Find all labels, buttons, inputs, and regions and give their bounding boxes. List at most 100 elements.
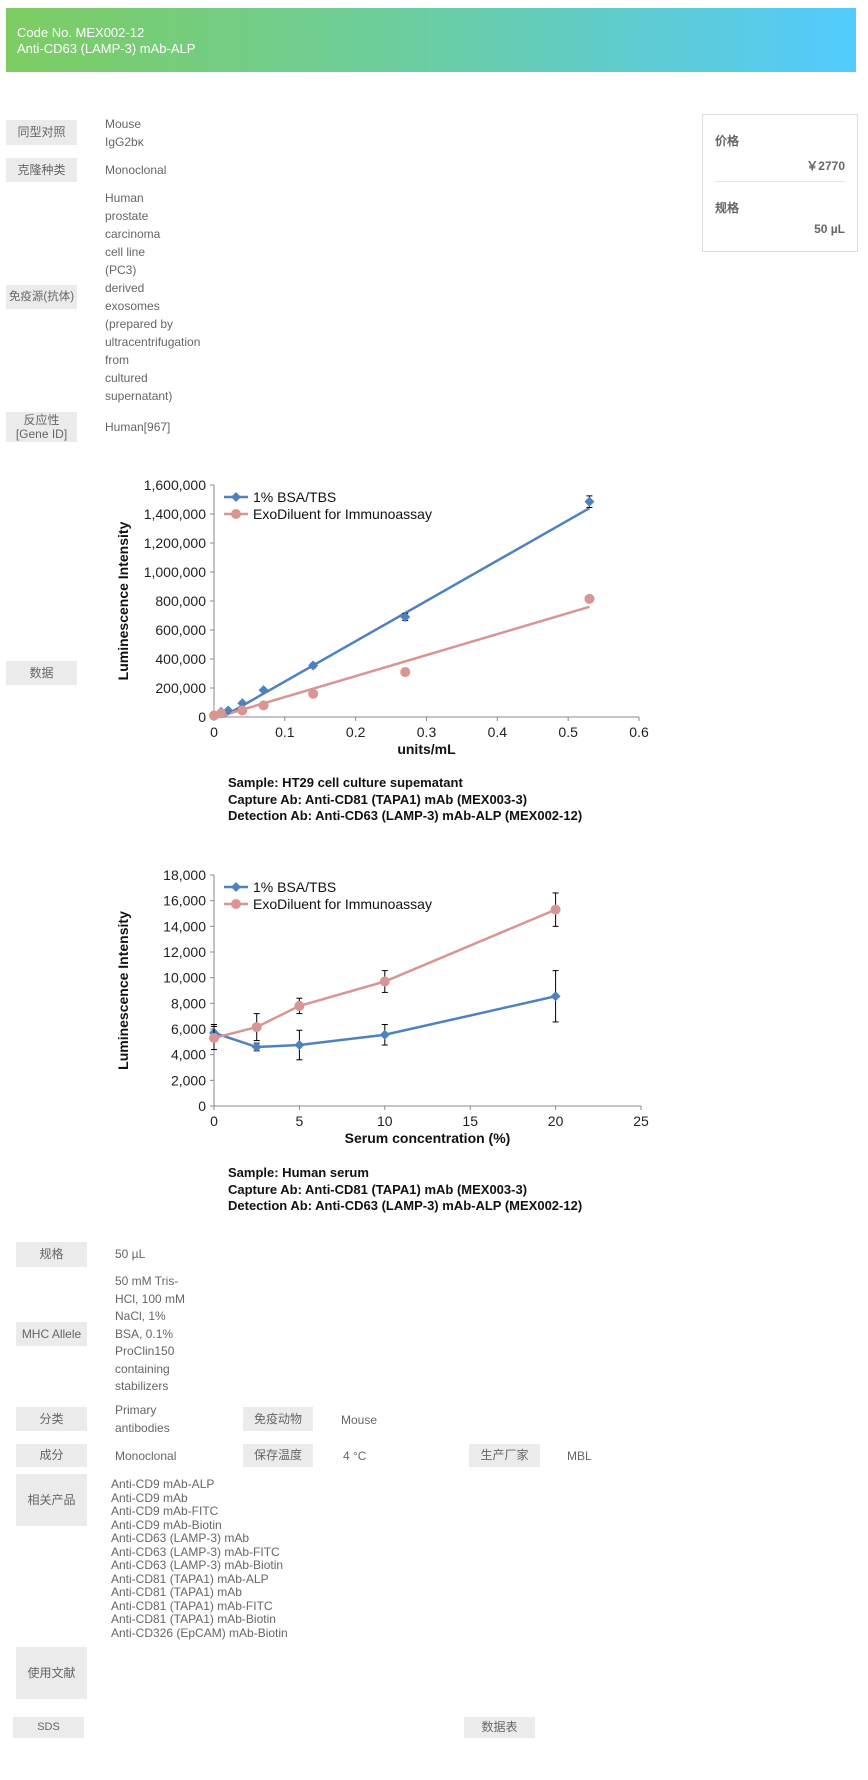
reactivity-label: 反应性 [Gene ID] — [6, 412, 77, 442]
data-point-circle — [231, 899, 241, 909]
x-tick-label: 0.6 — [629, 724, 649, 740]
product-header: Code No. MEX002-12 Anti-CD63 (LAMP-3) mA… — [6, 8, 856, 72]
related-product-link[interactable]: Anti-CD9 mAb-ALP — [111, 1477, 215, 1491]
immunogen-line: prostate — [105, 209, 149, 223]
related-product-link[interactable]: Anti-CD81 (TAPA1) mAb — [111, 1585, 242, 1599]
trendline — [217, 605, 590, 719]
host-label: 免疫动物 — [243, 1407, 313, 1431]
immunogen-line: Human — [105, 191, 144, 205]
x-tick-label: 0.4 — [488, 724, 508, 740]
y-tick-label: 12,000 — [163, 944, 206, 960]
y-axis-title: Luminescence Intensity — [115, 911, 131, 1070]
related-product-link[interactable]: Anti-CD9 mAb-FITC — [111, 1504, 219, 1518]
reactivity-label-line: [Gene ID] — [15, 427, 68, 441]
y-tick-label: 400,000 — [155, 651, 206, 667]
category-value: Primary antibodies — [115, 1402, 170, 1437]
chart-ht29-supernatant: 0 200,000 400,000 600,000 800,000 1,000,000 1,… — [115, 477, 649, 757]
sds-button[interactable]: SDS — [13, 1717, 84, 1738]
legend-label: 1% BSA/TBS — [253, 879, 336, 895]
datasheet-button[interactable]: 数据表 — [464, 1717, 535, 1738]
data-point-diamond — [237, 698, 248, 709]
y-tick-label: 14,000 — [163, 918, 206, 934]
immunogen-line: cultured — [105, 371, 148, 385]
category-line: Primary — [115, 1403, 157, 1417]
component-value: Monoclonal — [115, 1449, 177, 1463]
mhc-allele-line: containing — [115, 1361, 170, 1376]
immunogen-line: (PC3) — [105, 263, 137, 277]
data-point-circle — [400, 667, 411, 678]
immunogen-line: carcinoma — [105, 227, 161, 241]
component-label: 成分 — [16, 1444, 87, 1467]
related-product-link[interactable]: Anti-CD63 (LAMP-3) mAb-FITC — [111, 1544, 280, 1559]
caption-line: Sample: HT29 cell culture supematant — [228, 775, 463, 790]
data-point-diamond — [584, 496, 595, 507]
y-tick-label: 16,000 — [163, 893, 206, 909]
x-tick-label: 0.2 — [346, 724, 366, 740]
x-tick-label: 0.5 — [558, 724, 578, 740]
related-product-link[interactable]: Anti-CD9 mAb-Biotin — [111, 1517, 222, 1532]
y-tick-label: 6,000 — [171, 1021, 206, 1037]
immunogen-line: exosomes — [105, 299, 160, 313]
caption-line: Sample: Human serum — [228, 1165, 369, 1180]
y-tick-label: 1,600,000 — [144, 477, 206, 493]
data-point-diamond — [379, 1029, 390, 1040]
data-point-diamond — [550, 991, 561, 1002]
manufacturer-value: MBL — [567, 1449, 592, 1463]
related-products-label: 相关产品 — [16, 1474, 87, 1526]
related-product-link[interactable]: Anti-CD63 (LAMP-3) mAb-Biotin — [111, 1558, 284, 1572]
y-tick-label: 600,000 — [155, 622, 206, 638]
immunogen-line: ultracentrifugation — [105, 335, 201, 349]
related-product-link[interactable]: Anti-CD81 (TAPA1) mAb-FITC — [111, 1598, 273, 1613]
storage-label: 保存温度 — [243, 1444, 313, 1467]
data-point-circle — [584, 593, 595, 604]
caption-line: Capture Ab: Anti-CD81 (TAPA1) mAb (MEX00… — [228, 1181, 528, 1197]
reactivity-label-line: 反应性 — [23, 413, 60, 427]
immunogen-line: from — [105, 353, 129, 367]
immunogen-value: Human prostate carcinoma cell line (PC3) deri… — [105, 189, 200, 405]
x-tick-label: 0.1 — [275, 724, 295, 740]
caption-line: Capture Ab: Anti-CD81 (TAPA1) mAb (MEX00… — [228, 791, 528, 807]
y-tick-label: 10,000 — [163, 970, 206, 986]
data-point-circle — [231, 509, 241, 519]
data-point-circle — [550, 904, 561, 915]
related-product-link[interactable]: Anti-CD81 (TAPA1) mAb-ALP — [111, 1571, 269, 1586]
data-point-diamond — [294, 1040, 305, 1051]
size-spec-label: 规格 — [16, 1242, 87, 1267]
related-product-link[interactable]: Anti-CD63 (LAMP-3) mAb — [111, 1531, 250, 1545]
mhc-allele-line: stabilizers — [115, 1379, 169, 1393]
related-product-link[interactable]: Anti-CD326 (EpCAM) mAb-Biotin — [111, 1625, 288, 1640]
related-products-list: Anti-CD9 mAb-ALP Anti-CD9 mAb Anti-CD9 mAb… — [111, 1477, 288, 1640]
data-point-diamond — [251, 1041, 262, 1052]
data-point-circle — [216, 708, 227, 719]
y-tick-label: 2,000 — [171, 1072, 206, 1088]
caption-line: Detection Ab: Anti-CD63 (LAMP-3) mAb-ALP… — [228, 808, 583, 823]
manufacturer-label: 生产厂家 — [469, 1444, 540, 1467]
data-point-circle — [294, 1000, 305, 1011]
size-value: 50 µL — [814, 222, 845, 236]
mhc-allele-line: BSA, 0.1% — [115, 1326, 174, 1341]
category-label: 分类 — [16, 1407, 87, 1431]
mhc-allele-line: 50 mM Tris- — [115, 1274, 179, 1288]
divider — [715, 181, 845, 182]
data-point-circle — [209, 1032, 219, 1043]
immunogen-line: (prepared by — [105, 317, 174, 331]
legend-label: ExoDiluent for Immunoassay — [253, 506, 432, 522]
data-point-diamond — [258, 685, 269, 696]
y-tick-label: 8,000 — [171, 995, 206, 1011]
y-tick-label: 4,000 — [171, 1047, 206, 1063]
chart2-caption: Sample: Human serum Capture Ab: Anti-CD8… — [228, 1165, 582, 1215]
caption-line: Detection Ab: Anti-CD63 (LAMP-3) mAb-ALP… — [228, 1198, 583, 1213]
legend-label: 1% BSA/TBS — [253, 489, 336, 505]
x-axis-title: Serum concentration (%) — [345, 1130, 511, 1146]
price-box: 价格 ￥2770 规格 50 µL — [702, 114, 858, 252]
trendline — [221, 507, 591, 719]
immunogen-line: derived — [105, 281, 145, 295]
data-point-circle — [237, 705, 248, 716]
reactivity-value: Human[967] — [105, 420, 171, 434]
legend-label: ExoDiluent for Immunoassay — [253, 896, 432, 912]
related-product-link[interactable]: Anti-CD81 (TAPA1) mAb-Biotin — [111, 1612, 276, 1626]
y-tick-label: 1,400,000 — [144, 506, 206, 522]
data-point-diamond — [400, 611, 411, 622]
related-product-link[interactable]: Anti-CD9 mAb — [111, 1490, 188, 1505]
clonality-value: Monoclonal — [105, 163, 167, 177]
